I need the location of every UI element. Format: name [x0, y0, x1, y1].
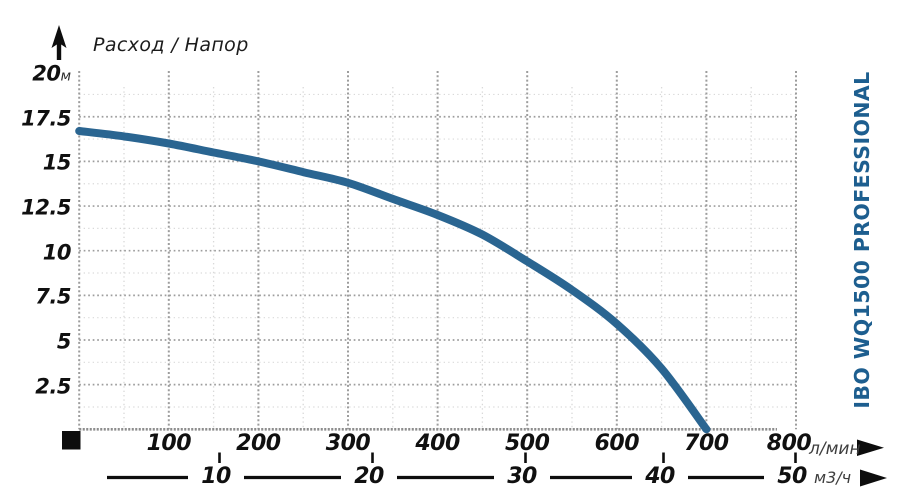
- x-tick-label-m3h: 30: [507, 464, 537, 489]
- x-tick-label-m3h: 50: [777, 464, 807, 489]
- chart-title: Расход / Напор: [93, 34, 249, 56]
- y-tick-label: 12.5: [21, 195, 71, 220]
- y-tick-label: 5: [56, 329, 72, 354]
- y-tick-label: 10: [42, 240, 72, 265]
- x-tick-label-lmin: 200: [236, 431, 281, 456]
- brand-label: IBO WQ1500 PROFESSIONAL: [850, 71, 874, 409]
- x-axis-unit-m3h: м3/ч: [814, 468, 852, 487]
- y-tick-label: 20м: [32, 61, 71, 86]
- y-axis-up-arrow-icon: [51, 25, 67, 60]
- y-axis-unit: м: [60, 68, 71, 85]
- y-tick-label: 15: [42, 150, 72, 175]
- x-tick-label-lmin: 100: [146, 431, 192, 456]
- y-tick-label: 2.5: [35, 374, 71, 399]
- x-tick-label-lmin: 300: [325, 431, 371, 456]
- x-tick-label-lmin: 800: [766, 431, 812, 456]
- x-tick-label-lmin: 400: [415, 431, 460, 456]
- x-tick-label-m3h: 10: [201, 464, 231, 489]
- x-tick-label-m3h: 20: [354, 464, 384, 489]
- pump-curve: [75, 127, 711, 434]
- origin-square-marker: [62, 431, 81, 450]
- x-tick-label-lmin: 700: [684, 431, 729, 456]
- y-tick-label: 7.5: [35, 284, 71, 309]
- x-tick-label-m3h: 40: [645, 464, 675, 489]
- x2-axis-right-arrow-icon: [860, 469, 887, 487]
- x-axis-unit-lmin: л/мин: [809, 439, 861, 459]
- x-tick-label-lmin: 600: [594, 431, 640, 456]
- x-tick-label-lmin: 500: [504, 431, 550, 456]
- y-tick-label: 17.5: [21, 106, 71, 131]
- x-axis-right-arrow-icon: [857, 439, 884, 456]
